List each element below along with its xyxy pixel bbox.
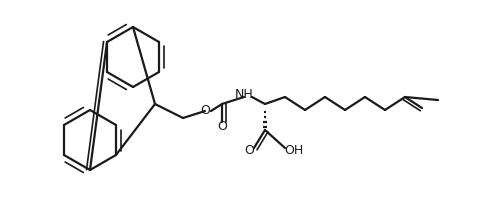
Text: O: O [217, 120, 227, 132]
Text: NH: NH [235, 88, 254, 102]
Text: O: O [200, 104, 210, 118]
Text: O: O [244, 145, 254, 157]
Text: OH: OH [284, 145, 303, 157]
